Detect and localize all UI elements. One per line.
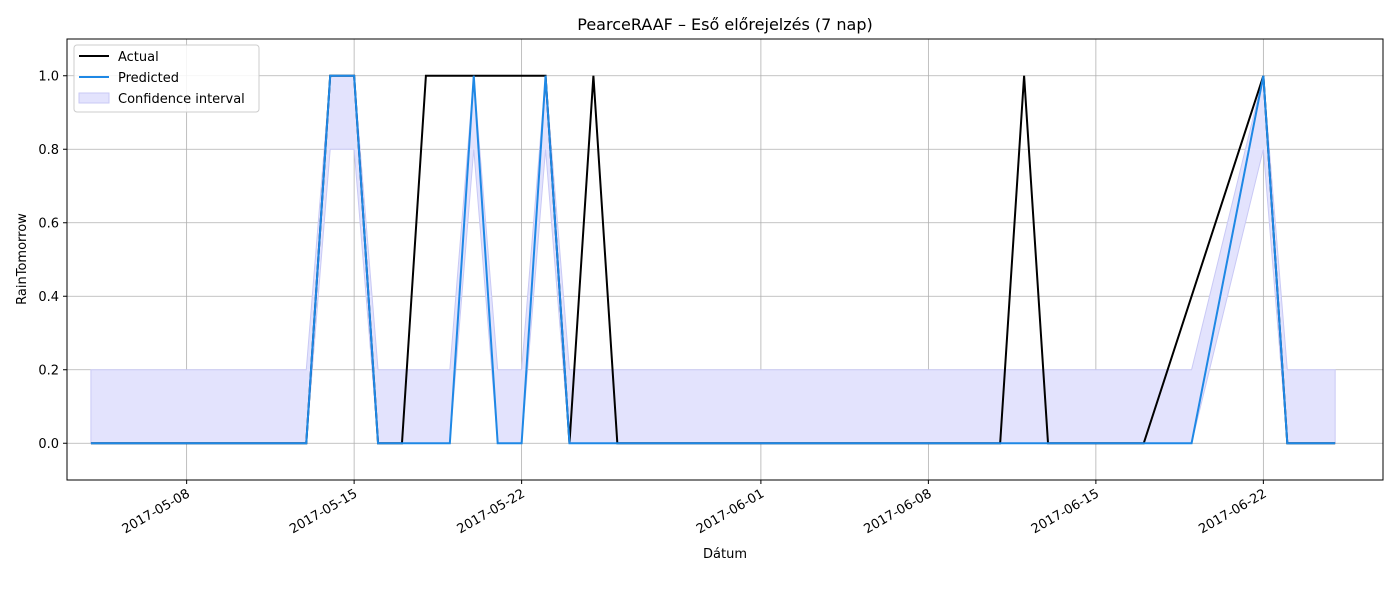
y-tick-label: 1.0 [38, 69, 59, 84]
x-tick-label: 2017-06-01 [694, 486, 767, 537]
legend: Actual Predicted Confidence interval [73, 44, 260, 113]
legend-label: Predicted [118, 71, 179, 86]
x-axis-label: Dátum [703, 547, 747, 562]
legend-box [73, 44, 260, 113]
x-tick-label: 2017-05-22 [455, 486, 528, 537]
legend-label: Actual [118, 50, 159, 65]
series-line-predicted [90, 74, 1336, 445]
legend-swatch [78, 92, 110, 104]
y-tick-label: 0.4 [38, 290, 59, 305]
series-lines [90, 74, 1336, 445]
chart-title: PearceRAAF – Eső előrejelzés (7 nap) [577, 15, 873, 34]
y-tick-label: 0.8 [38, 143, 59, 158]
x-tick-label: 2017-06-15 [1029, 486, 1102, 537]
axis-ticks: 2017-05-08 2017-05-15 2017-05-22 2017-06-01… [38, 69, 1269, 537]
plot-frame [66, 38, 1384, 481]
y-tick-label: 0.0 [38, 437, 59, 452]
y-tick-label: 0.6 [38, 216, 59, 231]
x-tick-label: 2017-05-08 [120, 486, 193, 537]
y-axis-label: RainTomorrow [15, 213, 30, 305]
x-tick-label: 2017-06-08 [861, 486, 934, 537]
legend-label: Confidence interval [118, 92, 245, 107]
y-tick-label: 0.2 [38, 363, 59, 378]
x-tick-label: 2017-06-22 [1196, 486, 1269, 537]
x-tick-label: 2017-05-15 [287, 486, 360, 537]
confidence-band [90, 75, 1336, 444]
confidence-interval-band [90, 75, 1336, 444]
